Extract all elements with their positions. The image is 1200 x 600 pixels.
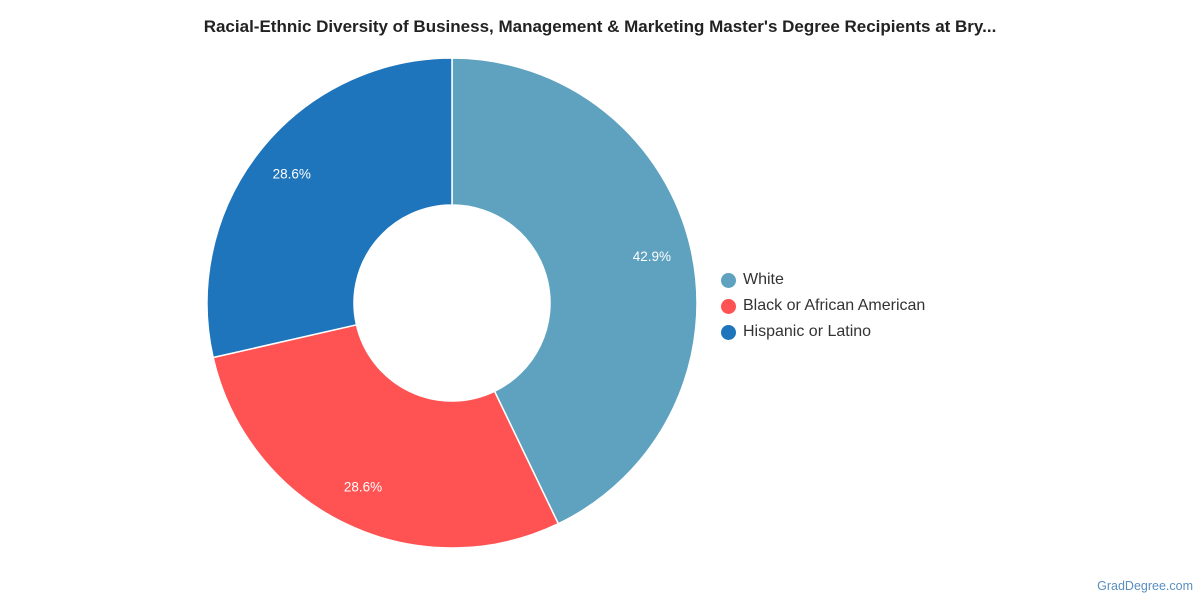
- slices-group: [206, 57, 698, 549]
- source-credit[interactable]: GradDegree.com: [1097, 579, 1193, 593]
- legend-item-white[interactable]: White: [721, 267, 925, 293]
- slice-label-black-or-african-american: 28.6%: [344, 479, 382, 494]
- legend-label-black-or-african-american: Black or African American: [743, 297, 926, 314]
- legend-label-hispanic-or-latino: Hispanic or Latino: [743, 323, 872, 340]
- legend-item-black-or-african-american[interactable]: Black or African American: [721, 293, 925, 319]
- legend-marker-black-or-african-american: [721, 298, 736, 314]
- labels-group: 42.9% 28.6% 28.6%: [273, 167, 671, 495]
- legend-label-white: White: [743, 271, 784, 288]
- slice-label-hispanic-or-latino: 28.6%: [273, 167, 311, 182]
- slice-hispanic-or-latino[interactable]: [206, 57, 453, 359]
- slice-white[interactable]: [451, 57, 698, 525]
- legend: White Black or African American Hispanic…: [721, 267, 925, 345]
- slice-black-or-african-american[interactable]: [212, 323, 560, 549]
- legend-item-hispanic-or-latino[interactable]: Hispanic or Latino: [721, 319, 925, 345]
- slice-label-white: 42.9%: [633, 249, 671, 264]
- legend-marker-white: [721, 272, 736, 288]
- legend-marker-hispanic-or-latino: [721, 324, 736, 340]
- chart-title: Racial-Ethnic Diversity of Business, Man…: [203, 17, 997, 36]
